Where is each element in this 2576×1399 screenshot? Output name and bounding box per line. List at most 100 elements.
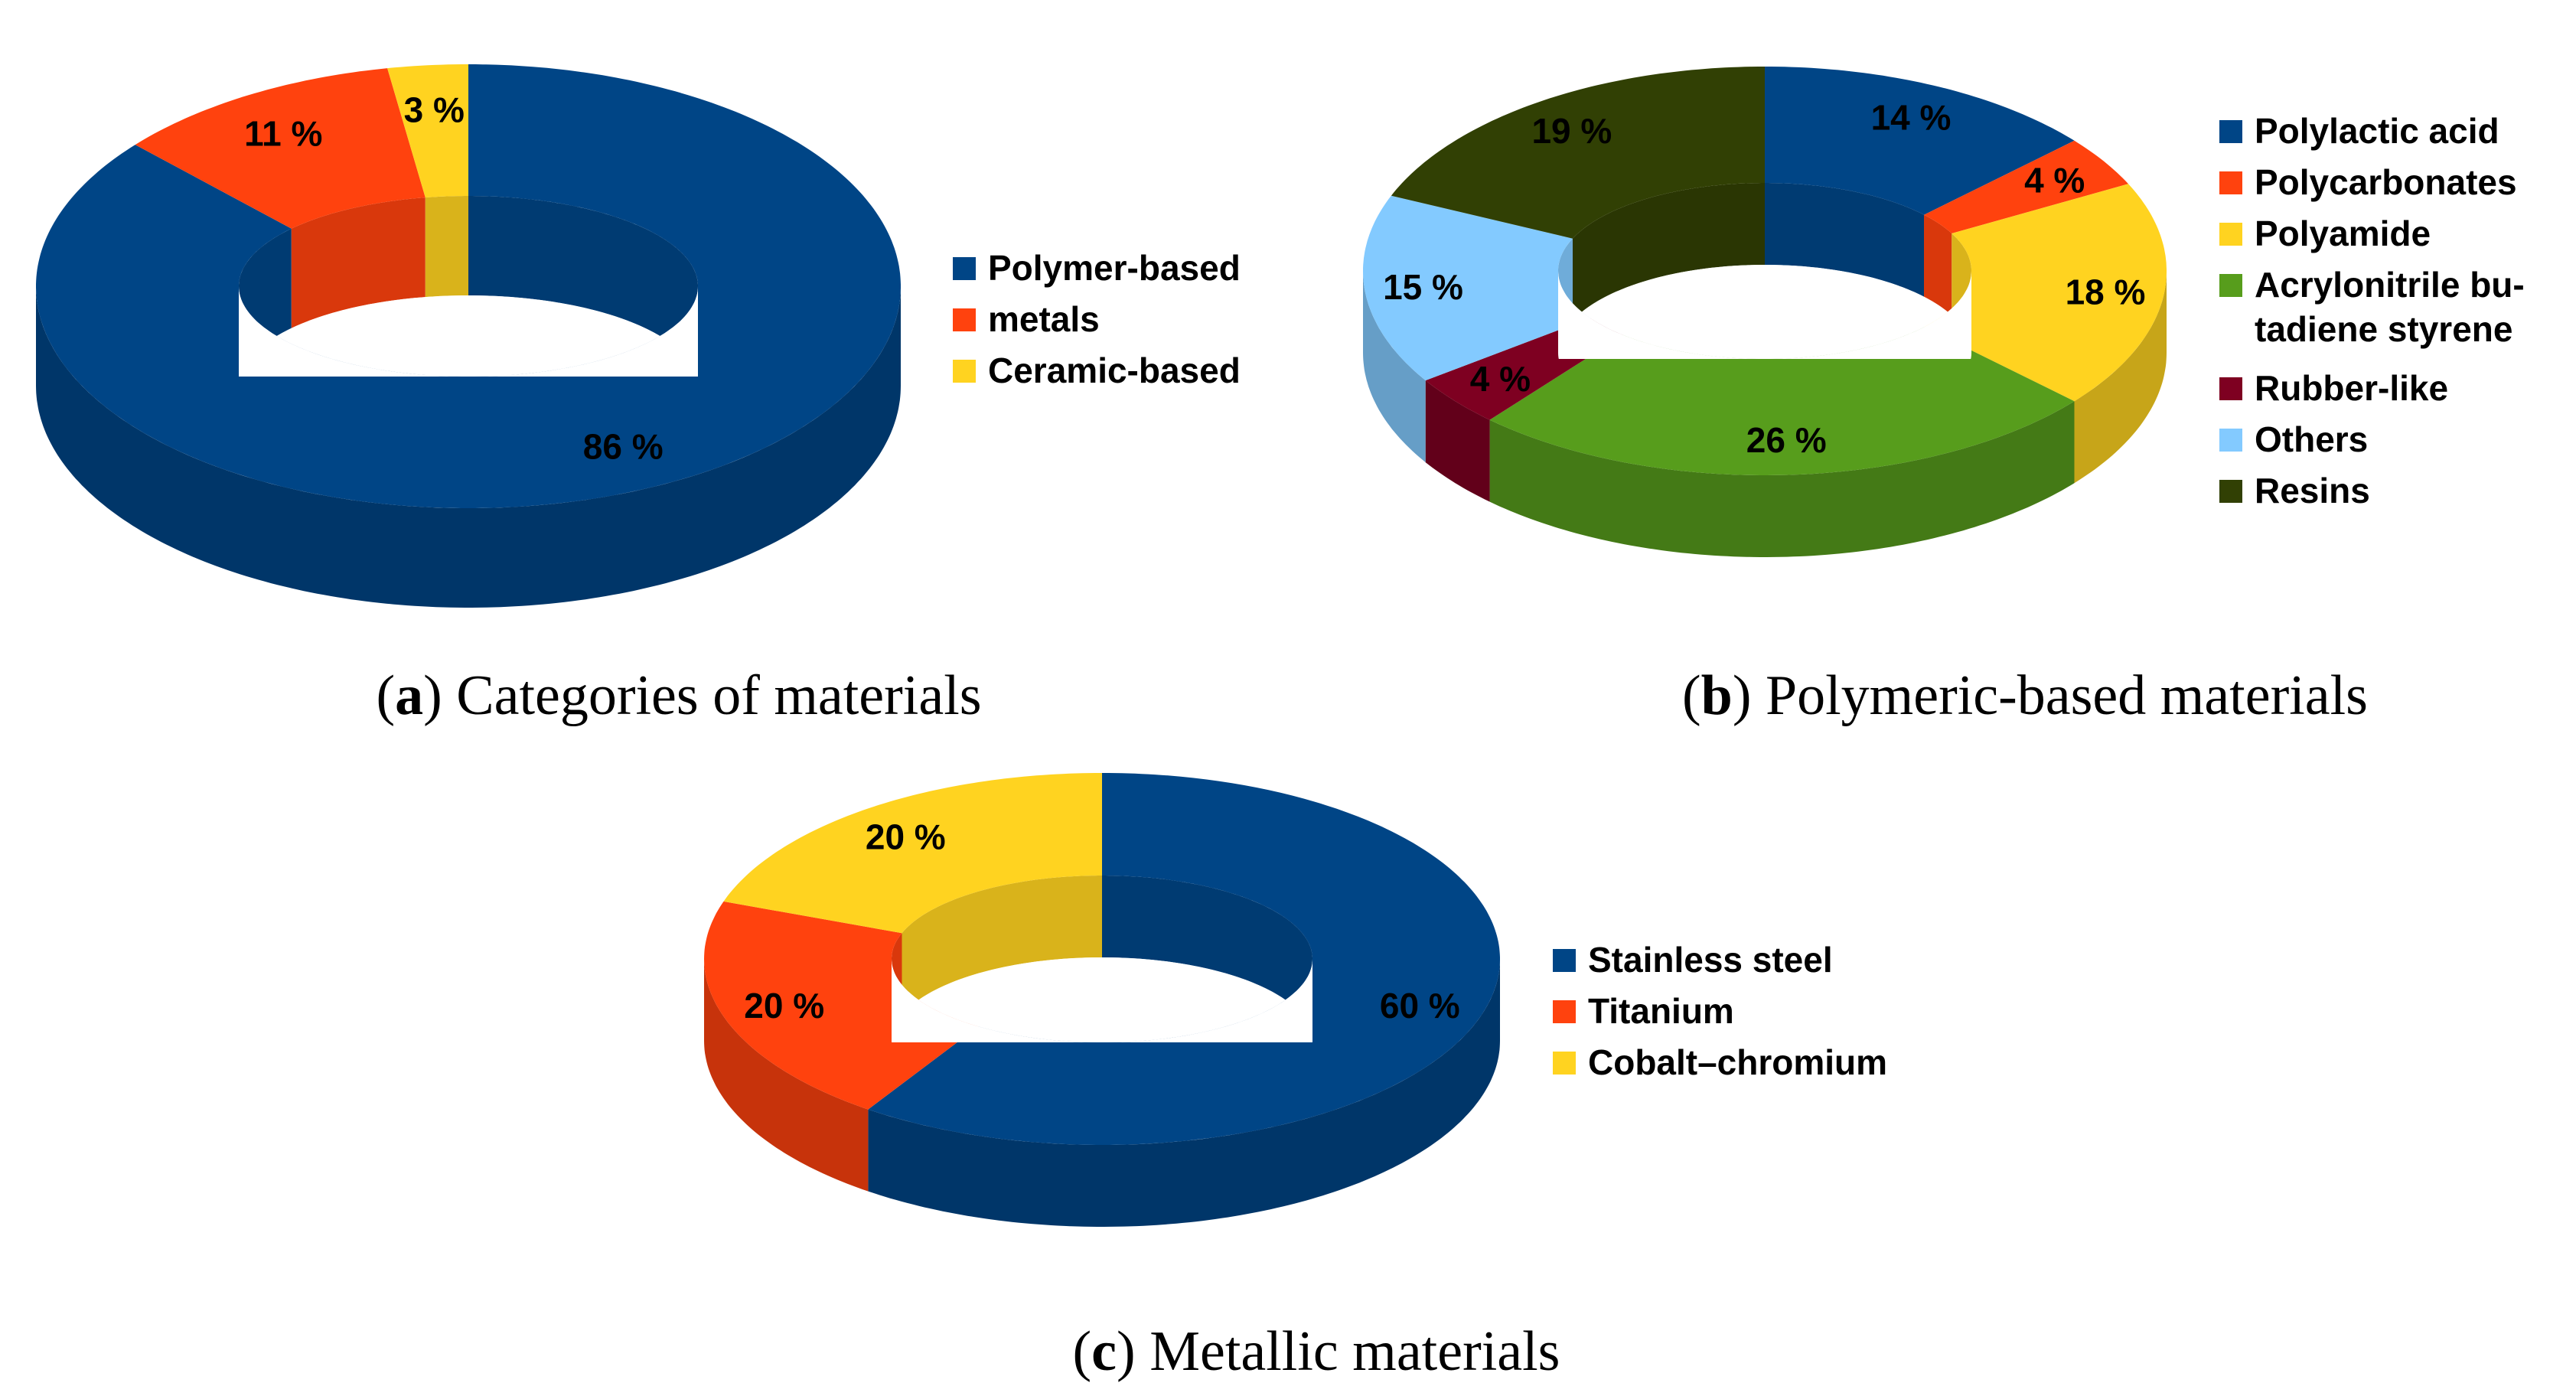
value-label-titanium: 20 % [744, 986, 824, 1026]
legend-item-metals: metals [953, 299, 1100, 339]
caption-a: (a) Categories of materials [376, 664, 981, 727]
value-label-cobalt-chromium: 20 % [866, 817, 946, 856]
legend-label-titanium: Titanium [1588, 991, 1734, 1031]
value-labels: 14 % 4 % 18 % 26 % 4 % 15 % 19 % [1383, 98, 2145, 460]
donut-hole-floor [239, 286, 698, 377]
legend-swatch-metals [953, 308, 976, 331]
legend-swatch-others [2219, 429, 2242, 452]
caption-b: (b) Polymeric-based materials [1682, 664, 2368, 727]
legend-swatch-rubber-like [2219, 377, 2242, 400]
value-label-ceramic-based: 3 % [404, 90, 465, 130]
legend-item-cobalt-chromium: Cobalt–chromium [1553, 1042, 1887, 1082]
inner-wall-polylactic-acid [1765, 183, 1924, 297]
slice-polylactic-acid [1765, 67, 2075, 215]
donut-hole-floor [1558, 265, 1971, 359]
side-wall-polymer-based [36, 286, 901, 608]
donut-side-walls [1363, 271, 2167, 557]
side-wall-others [1363, 271, 1426, 463]
donut-top-faces [1363, 67, 2167, 475]
side-wall-stainless-steel [868, 959, 1500, 1227]
value-label-polymer-based: 86 % [583, 427, 664, 467]
donut-chart-categories: 86 % 11 % 3 % Polymer-based metals Ceramic-ba… [36, 64, 1241, 608]
value-labels: 86 % 11 % 3 % [244, 90, 663, 467]
slice-others [1363, 195, 1590, 381]
donut-side-walls [704, 959, 1500, 1227]
slice-stainless-steel [868, 773, 1500, 1145]
legend-swatch-polylactic-acid [2219, 120, 2242, 143]
legend-label-metals: metals [988, 299, 1100, 339]
legend-label-resins: Resins [2255, 471, 2370, 510]
inner-wall-ceramic-based [425, 196, 468, 298]
side-wall-titanium [704, 959, 869, 1192]
value-label-rubber-like: 4 % [1470, 359, 1531, 399]
value-label-polyamide: 18 % [2066, 272, 2146, 312]
donut-top-faces [36, 64, 901, 508]
legend-label-polylactic-acid: Polylactic acid [2255, 111, 2499, 151]
inner-wall-metals [291, 197, 426, 328]
legend-item-stainless-steel: Stainless steel [1553, 940, 1833, 980]
donut-chart-metallic: 60 % 20 % 20 % Stainless steel Titanium Cobal… [704, 773, 1887, 1227]
legend-swatch-polymer-based [953, 257, 976, 280]
inner-wall-polycarbonates [1924, 214, 1952, 315]
legend-swatch-ceramic-based [953, 360, 976, 383]
side-wall-polyamide [2074, 271, 2167, 484]
legend-swatch-stainless-steel [1553, 949, 1576, 972]
inner-wall-polymer-based [468, 196, 698, 386]
slice-polyamide [1924, 184, 2167, 402]
legend-label-polyamide: Polyamide [2255, 214, 2431, 253]
legend-label-stainless-steel: Stainless steel [1588, 940, 1833, 980]
slice-cobalt-chromium [723, 773, 1102, 934]
slice-titanium [704, 901, 979, 1110]
legend-item-titanium: Titanium [1553, 991, 1734, 1031]
legend: Stainless steel Titanium Cobalt–chromium [1553, 940, 1887, 1082]
legend-item-polyamide: Polyamide [2219, 214, 2431, 253]
value-label-polylactic-acid: 14 % [1871, 98, 1952, 138]
legend-label-acrylonitrile-bu-tadiene-styrene: Acrylonitrile bu-tadiene styrene [2255, 265, 2525, 349]
donut-side-walls [36, 286, 901, 608]
value-label-resins: 19 % [1531, 111, 1612, 151]
donut-top-faces [704, 773, 1500, 1145]
value-label-acrylonitrile-bu-tadiene-styrene: 26 % [1746, 420, 1827, 460]
donut-hole-floor [892, 957, 1312, 1042]
donut-inner-walls [239, 196, 698, 386]
legend-item-others: Others [2219, 419, 2368, 459]
legend: Polymer-based metals Ceramic-based [953, 248, 1241, 390]
legend-item-ceramic-based: Ceramic-based [953, 351, 1241, 390]
slice-metals [135, 68, 426, 229]
donut-hole [239, 286, 698, 377]
inner-wall-stainless-steel [1102, 876, 1312, 1041]
legend-label-polymer-based: Polymer-based [988, 248, 1241, 288]
value-label-metals: 11 % [244, 114, 322, 154]
legend-item-acrylonitrile-bu-tadiene-styrene: Acrylonitrile bu-tadiene styrene [2219, 265, 2525, 349]
legend-swatch-titanium [1553, 1000, 1576, 1023]
slice-ceramic-based [387, 64, 468, 198]
value-label-stainless-steel: 60 % [1380, 986, 1460, 1026]
value-label-others: 15 % [1383, 267, 1463, 307]
value-label-polycarbonates: 4 % [2024, 160, 2085, 200]
donut-hole [1558, 271, 1971, 359]
legend-label-polycarbonates: Polycarbonates [2255, 162, 2517, 202]
inner-wall-resins [1573, 183, 1765, 321]
legend-swatch-polyamide [2219, 223, 2242, 246]
slice-resins [1391, 67, 1765, 239]
legend-item-resins: Resins [2219, 471, 2370, 510]
slice-polymer-based [36, 64, 901, 508]
legend-label-rubber-like: Rubber-like [2255, 368, 2448, 408]
legend-label-cobalt-chromium: Cobalt–chromium [1588, 1042, 1887, 1082]
legend-label-others: Others [2255, 419, 2368, 459]
legend-item-polylactic-acid: Polylactic acid [2219, 111, 2499, 151]
caption-c: (c) Metallic materials [1073, 1320, 1560, 1383]
legend-item-polymer-based: Polymer-based [953, 248, 1241, 288]
slice-acrylonitrile-bu-tadiene-styrene [1489, 327, 2075, 475]
legend-label-ceramic-based: Ceramic-based [988, 351, 1241, 390]
side-wall-rubber-like [1425, 380, 1490, 502]
legend-item-polycarbonates: Polycarbonates [2219, 162, 2517, 202]
legend-swatch-cobalt-chromium [1553, 1052, 1576, 1075]
side-wall-acrylonitrile-bu-tadiene-styrene [1489, 401, 2075, 557]
legend-swatch-polycarbonates [2219, 171, 2242, 194]
legend-swatch-resins [2219, 480, 2242, 503]
legend: Polylactic acid Polycarbonates Polyamide Ac… [2219, 111, 2525, 510]
inner-wall-cobalt-chromium [902, 876, 1102, 1016]
donut-chart-polymeric: 14 % 4 % 18 % 26 % 4 % 15 % 19 % Polylactic aci… [1363, 67, 2525, 557]
